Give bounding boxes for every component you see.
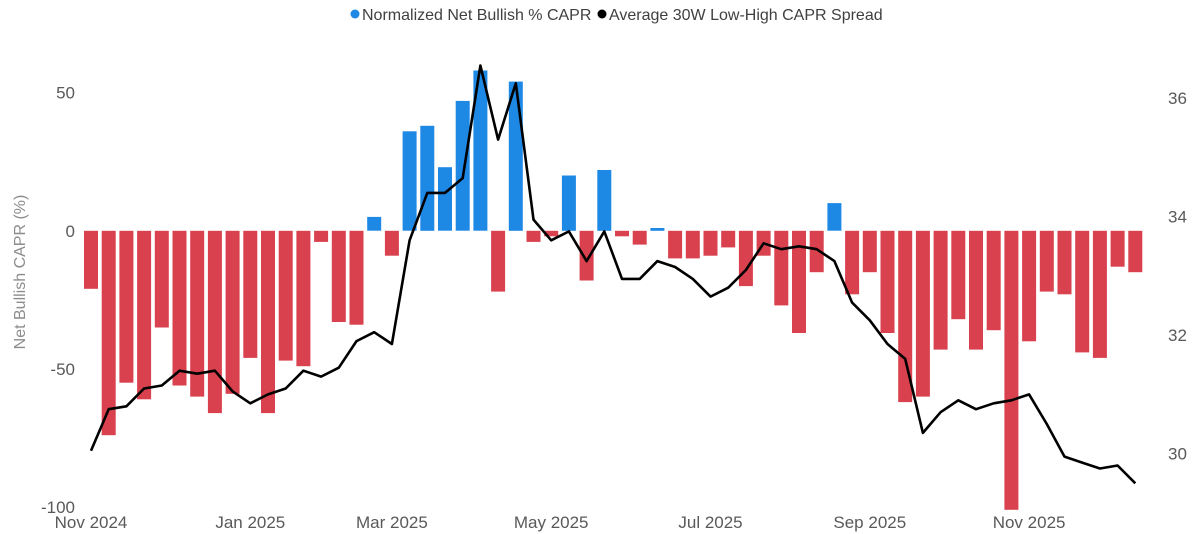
bar — [508, 81, 523, 231]
bar — [1075, 230, 1090, 353]
bar — [986, 230, 1001, 331]
bar — [491, 230, 506, 292]
legend-label-bars: Normalized Net Bullish % CAPR — [362, 7, 591, 24]
y-axis-title: Net Bullish CAPR (%) — [12, 195, 29, 350]
bar — [402, 131, 417, 231]
x-axis: Nov 2024 Jan 2025 Mar 2025 May 2025 Jul 2025… — [55, 513, 1066, 532]
bar — [544, 230, 559, 237]
bar — [473, 70, 488, 231]
y2-tick-label: 30 — [1168, 445, 1187, 464]
bar — [278, 230, 293, 361]
bar — [207, 230, 222, 414]
bar — [880, 230, 895, 333]
bar — [438, 167, 452, 231]
legend: Normalized Net Bullish % CAPR Average 30… — [350, 7, 883, 24]
x-tick-label: Nov 2025 — [993, 513, 1066, 532]
bar — [384, 230, 399, 256]
bar — [367, 216, 382, 231]
x-tick-label: May 2025 — [514, 513, 589, 532]
y2-tick-label: 32 — [1168, 326, 1187, 345]
bar — [172, 230, 187, 386]
y-tick-label: -100 — [41, 498, 75, 517]
bar — [526, 230, 541, 242]
bar — [420, 125, 435, 231]
bar — [632, 230, 647, 245]
bar — [685, 230, 700, 259]
bar — [1057, 230, 1072, 295]
bar — [1128, 230, 1143, 273]
bar — [349, 230, 364, 325]
bar — [1022, 230, 1037, 342]
spread-line — [89, 64, 1137, 485]
bar — [137, 230, 152, 400]
y-axis-right: 36 34 32 30 — [1168, 89, 1187, 464]
bar — [1092, 230, 1107, 358]
bar — [84, 230, 98, 289]
legend-item-bars[interactable]: Normalized Net Bullish % CAPR — [350, 7, 592, 24]
y-tick-label: -50 — [50, 360, 75, 379]
bar — [597, 170, 612, 231]
bar — [738, 230, 753, 287]
bar — [862, 230, 877, 273]
y-axis-left: 50 0 -50 -100 — [41, 84, 75, 517]
bar — [827, 203, 842, 231]
bar — [933, 230, 948, 350]
bar — [261, 230, 275, 414]
bar — [119, 230, 134, 383]
bar — [1004, 230, 1019, 510]
bar — [154, 230, 169, 328]
bar — [792, 230, 806, 333]
x-tick-label: Nov 2024 — [55, 513, 128, 532]
bar — [243, 230, 258, 358]
bar — [721, 230, 736, 248]
x-tick-label: Mar 2025 — [356, 513, 428, 532]
bar — [951, 230, 966, 320]
bar — [668, 230, 683, 259]
bar — [1110, 230, 1125, 267]
bar — [561, 175, 576, 231]
x-tick-label: Jan 2025 — [215, 513, 285, 532]
bar — [101, 230, 116, 436]
bar — [579, 230, 594, 281]
y-tick-label: 50 — [56, 84, 75, 103]
bar — [296, 230, 311, 367]
bar — [703, 230, 718, 256]
y2-tick-label: 34 — [1168, 208, 1187, 227]
y2-tick-label: 36 — [1168, 89, 1187, 108]
bar — [898, 230, 913, 403]
y-tick-label: 0 — [66, 222, 75, 241]
legend-marker-bars — [350, 9, 360, 19]
bar — [314, 230, 329, 242]
bar — [1039, 230, 1054, 292]
bar — [774, 230, 789, 306]
bar — [331, 230, 346, 322]
x-tick-label: Sep 2025 — [833, 513, 906, 532]
bar — [969, 230, 983, 350]
legend-marker-line — [597, 9, 607, 19]
bar — [650, 228, 665, 231]
line-series-layer — [89, 64, 1137, 485]
bar — [845, 230, 860, 295]
bar — [615, 230, 629, 237]
legend-label-line: Average 30W Low-High CAPR Spread — [609, 7, 883, 24]
bar — [455, 100, 470, 231]
bar — [809, 230, 824, 273]
bar-series — [84, 70, 1143, 510]
bar — [190, 230, 205, 397]
legend-item-line[interactable]: Average 30W Low-High CAPR Spread — [597, 7, 883, 24]
bar — [915, 230, 930, 397]
x-tick-label: Jul 2025 — [678, 513, 742, 532]
bar — [225, 230, 240, 394]
